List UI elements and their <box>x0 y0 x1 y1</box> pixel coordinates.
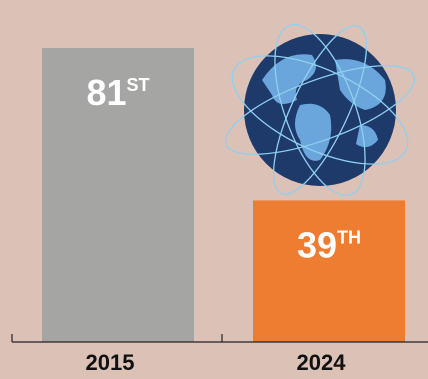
value-label: 81ST <box>86 72 149 113</box>
x-tick-label: 2015 <box>86 350 135 375</box>
x-tick-label: 2024 <box>297 350 347 375</box>
bar <box>253 200 405 342</box>
globe <box>224 23 416 197</box>
bar <box>42 48 194 342</box>
value-label: 39TH <box>297 224 361 265</box>
